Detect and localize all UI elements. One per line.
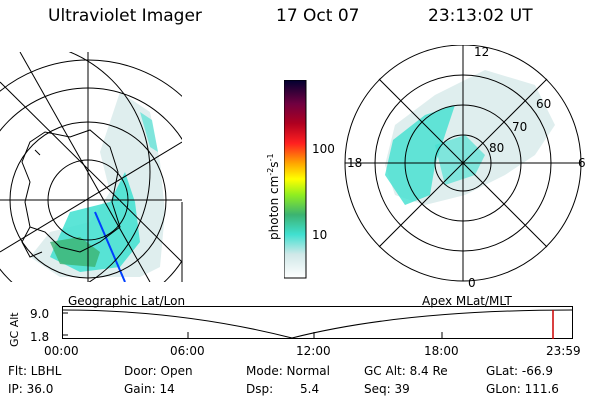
- mlat-label-70: 70: [512, 120, 528, 134]
- mlt-label-0: 0: [468, 276, 476, 290]
- ip-info: IP: 36.0: [8, 382, 54, 396]
- gain-info: Gain: 14: [124, 382, 175, 396]
- time-label: 23:13:02 UT: [428, 6, 533, 26]
- color-scale-bar: [284, 80, 307, 279]
- timeline-ytick-1-8: 1.8: [30, 330, 50, 344]
- gc-alt-info: GC Alt: 8.4 Re: [364, 364, 448, 378]
- timeline-right-label: Apex MLat/MLT: [422, 294, 512, 308]
- instrument-title: Ultraviolet Imager: [48, 6, 202, 26]
- timeline-xtick-1200: 12:00: [296, 344, 331, 358]
- door-info: Door: Open: [124, 364, 193, 378]
- date-label: 17 Oct 07: [276, 6, 360, 26]
- timeline-axis-title: GC Alt: [8, 312, 21, 347]
- colorbar-unit-label: photon cm-2s-1: [266, 153, 281, 240]
- filter-info: Flt: LBHL: [8, 364, 62, 378]
- colorbar-tick-100: 100: [312, 142, 335, 156]
- timeline-left-label: Geographic Lat/Lon: [68, 294, 186, 308]
- altitude-timeline: [62, 306, 573, 339]
- polar-mlt-plot: [344, 45, 582, 282]
- mlt-label-6: 6: [578, 156, 586, 170]
- timeline-ytick-9: 9.0: [30, 307, 50, 321]
- mlat-label-80: 80: [489, 141, 505, 155]
- mlt-label-12: 12: [474, 45, 490, 59]
- mlt-label-18: 18: [347, 156, 363, 170]
- geographic-map: [0, 52, 183, 282]
- mlat-label-60: 60: [536, 97, 552, 111]
- timeline-xtick-0000: 00:00: [44, 344, 79, 358]
- timeline-xtick-2359: 23:59: [546, 344, 581, 358]
- timeline-xtick-1800: 18:00: [424, 344, 459, 358]
- dsp-value: 5.4: [300, 382, 320, 396]
- colorbar-tick-10: 10: [312, 228, 328, 242]
- glat-info: GLat: -66.9: [486, 364, 553, 378]
- mode-info: Mode: Normal: [246, 364, 330, 378]
- glon-info: GLon: 111.6: [486, 382, 559, 396]
- seq-info: Seq: 39: [364, 382, 410, 396]
- dsp-label: Dsp:: [246, 382, 274, 396]
- timeline-xtick-0600: 06:00: [170, 344, 205, 358]
